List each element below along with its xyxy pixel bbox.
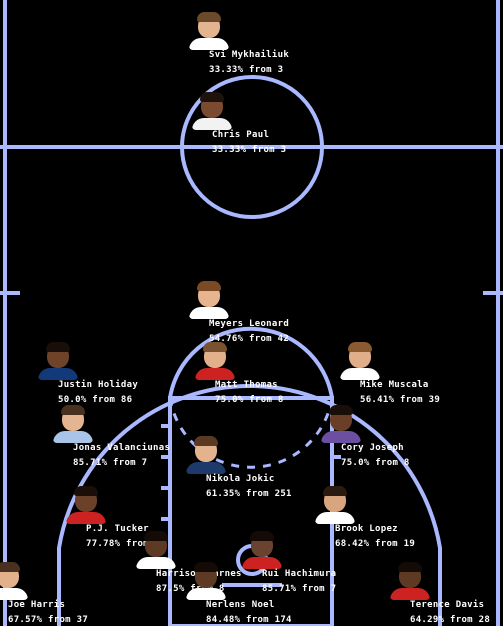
player-marker[interactable]: P.J. Tucker 77.78% from 9 <box>66 486 160 549</box>
player-name: P.J. Tucker <box>86 524 149 534</box>
player-stat: 54.76% from 42 <box>209 334 290 344</box>
player-marker[interactable]: Harrison Barnes 87.5% from 8 <box>136 531 241 594</box>
three-point-line <box>57 383 442 626</box>
player-headshot <box>0 560 28 600</box>
player-name: Cory Joseph <box>341 443 404 453</box>
player-marker[interactable]: Meyers Leonard 54.76% from 42 <box>189 281 289 344</box>
player-headshot <box>189 279 229 319</box>
player-headshot <box>189 10 229 50</box>
player-stat: 68.42% from 19 <box>335 539 416 549</box>
player-stat: 67.57% from 37 <box>8 615 89 625</box>
player-stat: 33.33% from 3 <box>209 65 284 75</box>
player-marker[interactable]: Nerlens Noel 84.48% from 174 <box>186 562 291 625</box>
lane-hash <box>161 424 170 428</box>
player-stat: 85.71% from 7 <box>73 458 148 468</box>
player-stat: 33.33% from 3 <box>212 145 287 155</box>
player-headshot <box>321 403 361 443</box>
player-marker[interactable]: Nikola Jokic 61.35% from 251 <box>186 436 291 499</box>
lane-hash <box>161 486 170 490</box>
player-marker[interactable]: Chris Paul 33.33% from 3 <box>192 92 286 155</box>
lane-hash <box>161 455 170 459</box>
player-stat: 64.29% from 28 <box>410 615 491 625</box>
free-throw-circle-dashed <box>168 397 334 469</box>
player-stat: 87.5% from 8 <box>156 584 225 594</box>
player-name: Svi Mykhailiuk <box>209 50 290 60</box>
player-name: Chris Paul <box>212 130 270 140</box>
player-headshot <box>242 529 282 569</box>
player-stat: 75.0% from 8 <box>215 395 284 405</box>
free-throw-circle-top <box>168 326 334 399</box>
player-stat: 61.35% from 251 <box>206 489 292 499</box>
player-name: Meyers Leonard <box>209 319 290 329</box>
player-stat: 56.41% from 39 <box>360 395 441 405</box>
player-marker[interactable]: Jonas Valanciunas 85.71% from 7 <box>53 405 170 468</box>
player-headshot <box>315 484 355 524</box>
player-name: Rui Hachimura <box>262 569 337 579</box>
player-stat: 50.0% from 86 <box>58 395 133 405</box>
player-marker[interactable]: Brook Lopez 68.42% from 19 <box>315 486 415 549</box>
player-headshot <box>390 560 430 600</box>
player-headshot <box>195 340 235 380</box>
player-stat: 75.0% from 8 <box>341 458 410 468</box>
player-name: Mike Muscala <box>360 380 429 390</box>
player-headshot <box>38 340 78 380</box>
player-marker[interactable]: Mike Muscala 56.41% from 39 <box>340 342 440 405</box>
player-marker[interactable]: Joe Harris 67.57% from 37 <box>0 562 88 625</box>
player-name: Joe Harris <box>8 600 66 610</box>
lane-hash <box>161 517 170 521</box>
player-headshot <box>66 484 106 524</box>
player-stat: 77.78% from 9 <box>86 539 161 549</box>
player-name: Matt Thomas <box>215 380 278 390</box>
player-name: Terence Davis <box>410 600 485 610</box>
player-marker[interactable]: Matt Thomas 75.0% from 8 <box>195 342 283 405</box>
player-name: Brook Lopez <box>335 524 398 534</box>
player-headshot <box>136 529 176 569</box>
lane-hash <box>332 455 341 459</box>
player-headshot <box>53 403 93 443</box>
player-name: Justin Holiday <box>58 380 139 390</box>
player-stat: 85.71% from 7 <box>262 584 337 594</box>
player-name: Nikola Jokic <box>206 474 275 484</box>
player-marker[interactable]: Justin Holiday 50.0% from 86 <box>38 342 138 405</box>
player-marker[interactable]: Cory Joseph 75.0% from 8 <box>321 405 409 468</box>
player-name: Jonas Valanciunas <box>73 443 171 453</box>
center-circle <box>180 75 324 219</box>
player-marker[interactable]: Svi Mykhailiuk 33.33% from 3 <box>189 12 289 75</box>
player-headshot <box>186 560 226 600</box>
player-marker[interactable]: Terence Davis 64.29% from 28 <box>390 562 490 625</box>
player-name: Nerlens Noel <box>206 600 275 610</box>
player-headshot <box>340 340 380 380</box>
player-headshot <box>192 90 232 130</box>
player-headshot <box>186 434 226 474</box>
player-marker[interactable]: Rui Hachimura 85.71% from 7 <box>242 531 336 594</box>
player-stat: 84.48% from 174 <box>206 615 292 625</box>
